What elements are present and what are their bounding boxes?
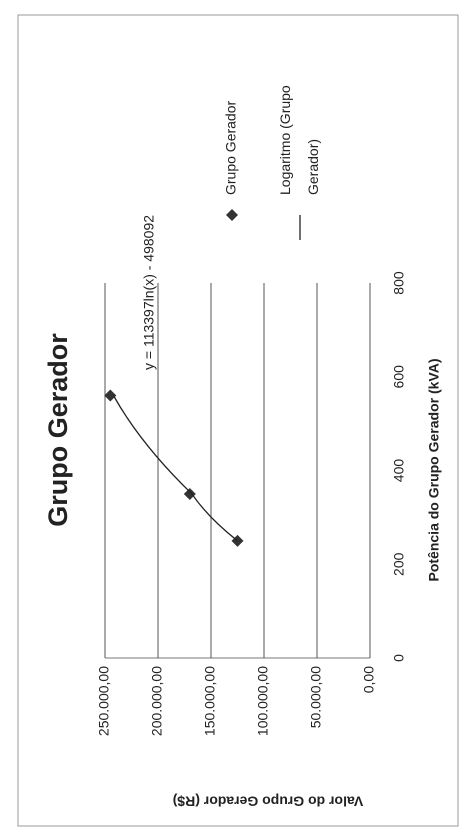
x-tick-label: 600 bbox=[391, 365, 407, 389]
legend-label: Grupo Gerador bbox=[223, 101, 239, 195]
data-point bbox=[183, 487, 196, 500]
data-point bbox=[104, 389, 117, 402]
chart-border bbox=[17, 14, 459, 827]
x-axis-title: Potência do Grupo Gerador (kVA) bbox=[426, 359, 442, 582]
y-tick-label: 200.000,00 bbox=[149, 666, 165, 736]
trendline bbox=[112, 395, 238, 542]
y-axis-title: Valor do Grupo Gerador (R$) bbox=[173, 793, 364, 809]
legend-swatch bbox=[226, 209, 238, 221]
y-tick-label: 100.000,00 bbox=[255, 666, 271, 736]
trendline-equation: y = 113397ln(x) - 498092 bbox=[141, 215, 157, 370]
y-tick-label: 0,00 bbox=[361, 666, 377, 693]
y-tick-label: 50.000,00 bbox=[308, 666, 324, 728]
rotated-chart: Grupo Gerador Potência do Grupo Gerador … bbox=[43, 85, 442, 809]
x-tick-label: 800 bbox=[391, 271, 407, 295]
x-tick-label: 0 bbox=[391, 654, 407, 662]
y-tick-label: 250.000,00 bbox=[96, 666, 112, 736]
y-tick-label: 150.000,00 bbox=[202, 666, 218, 736]
x-tick-label: 400 bbox=[391, 459, 407, 483]
legend-label: Logaritmo (Grupo Gerador) bbox=[277, 85, 321, 195]
chart-title: Grupo Gerador bbox=[43, 333, 73, 527]
x-tick-label: 200 bbox=[391, 552, 407, 576]
